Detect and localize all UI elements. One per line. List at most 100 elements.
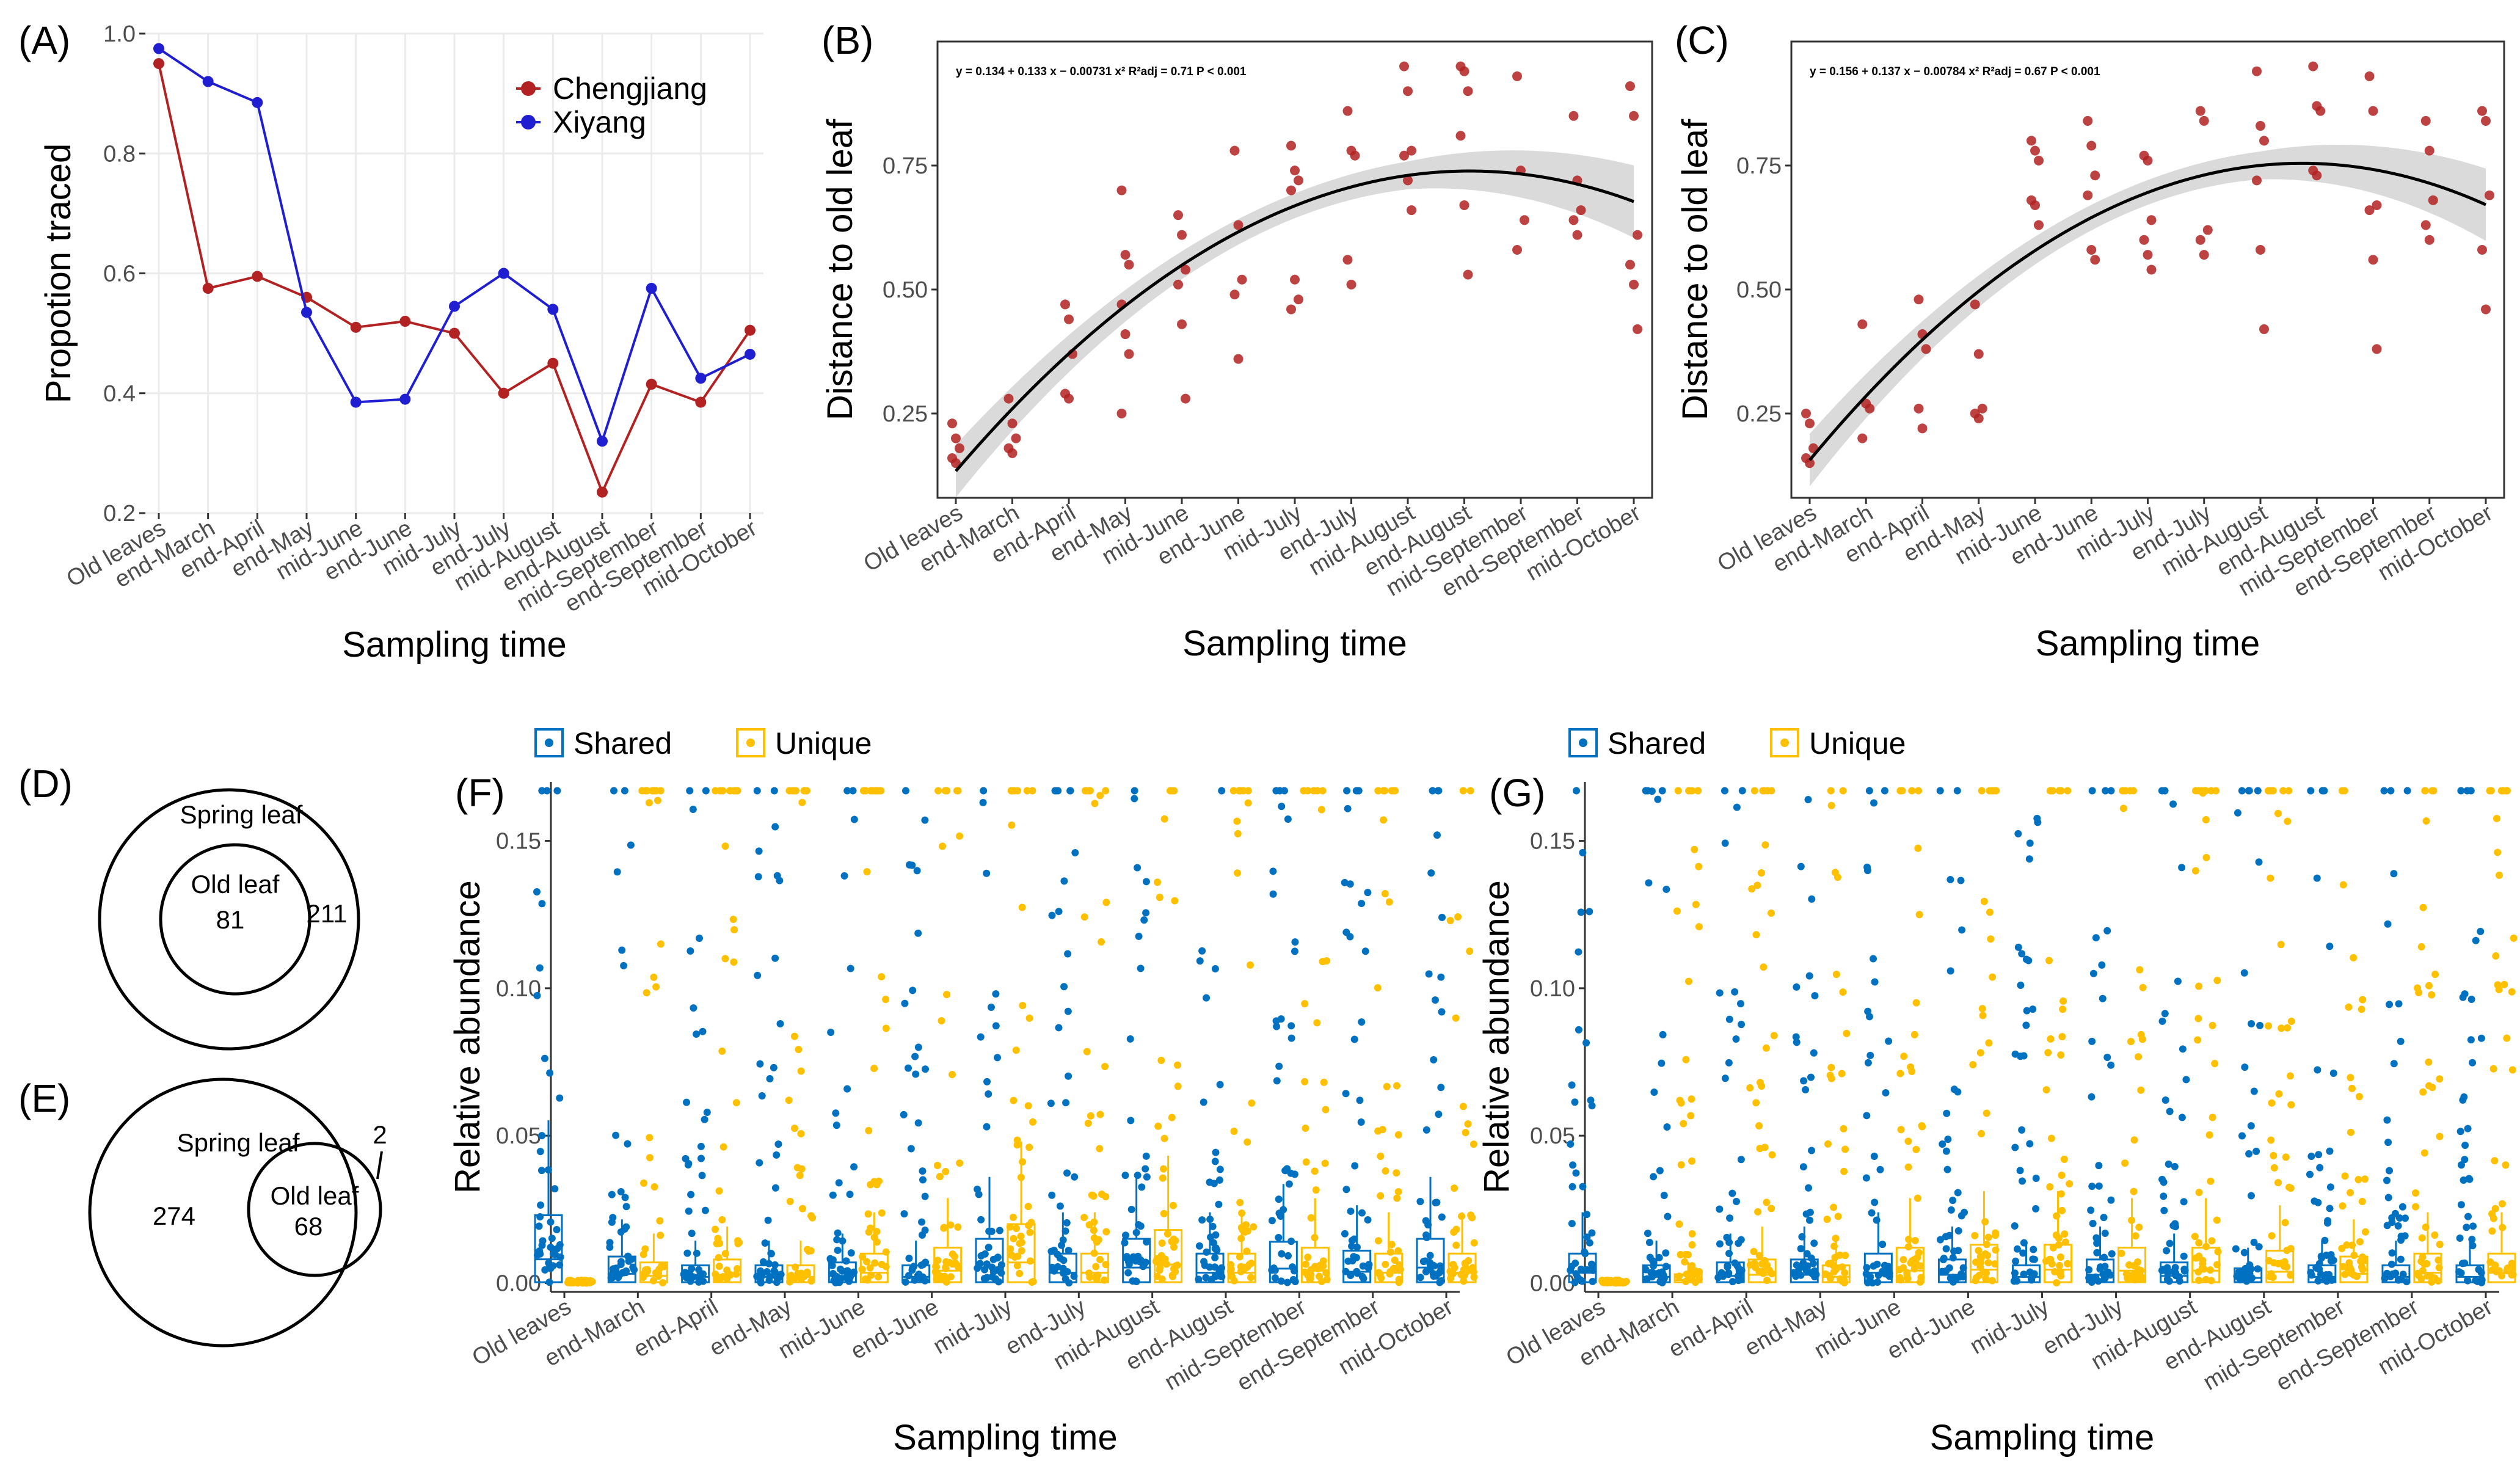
data-point [1054, 1263, 1062, 1271]
data-point [1953, 787, 1961, 795]
data-point [771, 823, 779, 831]
data-point [2368, 106, 2378, 116]
data-point [936, 1173, 944, 1181]
data-point [943, 991, 951, 999]
data-point [2494, 981, 2502, 989]
data-point [1987, 935, 1995, 943]
data-point [1181, 264, 1190, 275]
data-point [2477, 245, 2487, 255]
data-point [2245, 1150, 2253, 1158]
data-point [2161, 1010, 2169, 1018]
data-point [900, 1210, 908, 1218]
data-point [1758, 1260, 1766, 1268]
data-point [721, 955, 729, 963]
data-point [1419, 1258, 1427, 1266]
data-point [2103, 927, 2111, 935]
data-point [1432, 1272, 1440, 1280]
data-point [754, 971, 762, 979]
data-point [1650, 1173, 1658, 1181]
data-point [1673, 907, 1681, 915]
data-point [1277, 1277, 1285, 1285]
data-point [2354, 1176, 2362, 1184]
data-point [2044, 1049, 2052, 1057]
data-point [2199, 1260, 2207, 1267]
data-point [1229, 145, 1240, 156]
data-point [1917, 1262, 1925, 1270]
data-point [1135, 1258, 1143, 1266]
data-point [716, 787, 724, 795]
data-point [693, 1249, 701, 1257]
data-point [2457, 787, 2465, 795]
data-point [795, 1046, 803, 1054]
data-point [2372, 200, 2382, 210]
data-point [948, 1071, 956, 1079]
venn-d-outer-label: Spring leaf [180, 800, 303, 829]
data-point [1358, 900, 1366, 908]
data-point [2119, 787, 2127, 795]
data-point [2364, 205, 2375, 216]
data-point [2086, 245, 2097, 255]
data-point [2425, 1058, 2433, 1066]
data-point [1936, 787, 1944, 795]
data-point [2356, 1238, 2364, 1245]
data-point [843, 1085, 851, 1093]
data-point [2338, 1244, 2346, 1252]
data-point [934, 787, 942, 795]
data-point [1976, 1253, 1984, 1261]
data-point [1832, 1234, 1840, 1242]
data-point [877, 787, 885, 795]
data-point [1677, 1161, 1685, 1169]
data-point [1957, 877, 1965, 884]
data-point [546, 1069, 554, 1077]
data-point [1211, 1273, 1219, 1281]
data-point [1728, 1189, 1736, 1197]
data-point [1971, 1231, 1979, 1239]
data-point [646, 1154, 654, 1162]
data-point [2046, 1183, 2054, 1191]
regression-equation: y = 0.134 + 0.133 x − 0.00731 x² R²adj =… [956, 65, 1247, 78]
data-point [1216, 1081, 1224, 1089]
data-point [2027, 136, 2036, 146]
data-point [2066, 1180, 2074, 1187]
venn-e-outer-count: 274 [153, 1202, 195, 1230]
data-point [1910, 1256, 1918, 1264]
data-point [543, 787, 551, 795]
data-point [2489, 1065, 2497, 1073]
data-point [1361, 947, 1369, 955]
data-point [608, 1274, 616, 1282]
data-point [1629, 111, 1639, 121]
data-point [1307, 1214, 1315, 1222]
data-point [620, 961, 628, 969]
data-point [1973, 414, 1984, 424]
data-point [1291, 947, 1298, 955]
data-point [1206, 1178, 1214, 1186]
data-point [1124, 1269, 1132, 1277]
data-point [1832, 971, 1840, 979]
data-point [2339, 881, 2347, 889]
data-point [1168, 1272, 1176, 1280]
data-point [2346, 1264, 2354, 1272]
data-point [729, 916, 737, 924]
data-point [1694, 787, 1702, 795]
data-point [1885, 1037, 1893, 1045]
data-point [1969, 1061, 1977, 1069]
data-point [1805, 972, 1813, 980]
data-point [922, 1258, 930, 1266]
data-point [846, 1191, 854, 1198]
data-point [975, 1191, 983, 1198]
data-point [711, 1225, 719, 1233]
data-point [1010, 1096, 1018, 1104]
data-point [2285, 787, 2293, 795]
data-point [2498, 1200, 2506, 1208]
data-point [1864, 1059, 1872, 1067]
data-point [827, 1028, 835, 1036]
data-point [1302, 1260, 1310, 1268]
data-point [2434, 1256, 2442, 1264]
data-point [2059, 1005, 2067, 1013]
legend-key-dot [1780, 738, 1789, 747]
data-point [1988, 787, 1996, 795]
data-point [2491, 1157, 2499, 1165]
data-point [646, 1134, 654, 1142]
data-point [2508, 988, 2516, 996]
data-point [1466, 787, 1474, 795]
